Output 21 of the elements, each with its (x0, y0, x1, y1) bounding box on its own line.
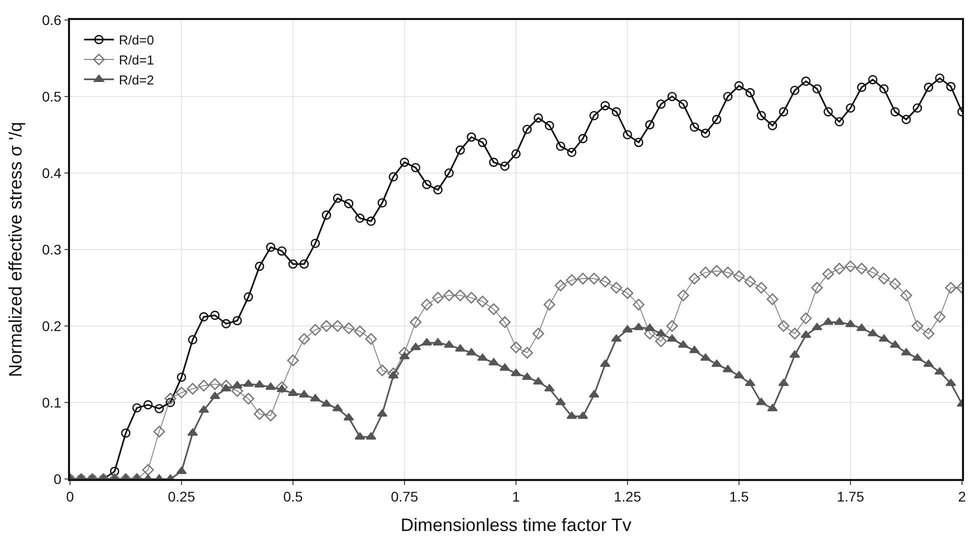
x-tick-label: 0.5 (283, 488, 303, 505)
x-tick-label: 2 (958, 488, 966, 505)
x-tick-label: 1.25 (614, 488, 642, 505)
x-axis-title: Dimensionless time factor Tv (400, 515, 632, 536)
legend-label: R/d=1 (118, 52, 154, 68)
x-tick-label: 1 (512, 488, 520, 505)
y-tick-label: 0.6 (42, 12, 62, 28)
y-axis-title: Normalized effective stress σ '/q (6, 122, 26, 378)
x-tick-label: 0.75 (390, 488, 418, 505)
y-tick-label: 0.2 (42, 318, 62, 334)
legend-label: R/d=0 (118, 32, 154, 48)
y-tick-label: 0 (54, 470, 62, 487)
x-tick-label: 1.75 (836, 488, 864, 505)
x-tick-label: 0 (66, 488, 74, 505)
x-tick-label: 0.25 (168, 488, 196, 505)
y-tick-label: 0.3 (42, 241, 62, 258)
legend-label: R/d=2 (118, 72, 154, 88)
x-tick-label: 1.5 (729, 488, 749, 505)
y-tick-label: 0.1 (42, 394, 62, 410)
y-tick-label: 0.4 (42, 164, 62, 181)
y-tick-label: 0.5 (42, 88, 62, 104)
